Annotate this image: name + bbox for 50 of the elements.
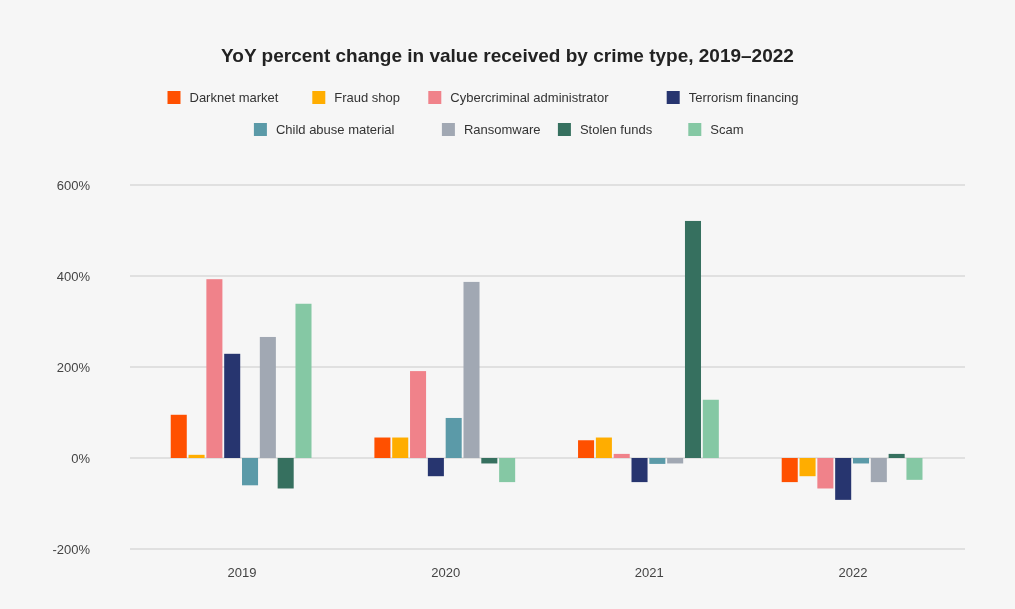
bar	[799, 458, 816, 477]
bar	[481, 458, 498, 464]
bar	[445, 417, 462, 458]
bar	[259, 336, 276, 458]
chart-title: YoY percent change in value received by crime type, 2019–2022	[221, 45, 794, 66]
bar	[206, 279, 223, 458]
bar	[595, 437, 612, 458]
y-tick-label: 200%	[56, 359, 91, 375]
legend-label: Cybercriminal administrator	[450, 90, 610, 105]
bar	[277, 458, 294, 489]
y-tick-label: 600%	[56, 177, 91, 193]
legend-label: Fraud shop	[334, 90, 401, 105]
legend-label: Darknet market	[189, 90, 279, 105]
legend-label: Terrorism financing	[688, 90, 799, 105]
legend-label: Scam	[710, 122, 744, 137]
bar	[631, 458, 648, 483]
bar	[578, 440, 595, 458]
bar	[906, 458, 923, 480]
legend-label: Stolen funds	[579, 122, 653, 137]
bar	[684, 220, 702, 458]
x-tick-label: 2021	[634, 565, 664, 580]
bar	[870, 458, 887, 483]
x-tick-label: 2020	[431, 565, 461, 580]
bar	[649, 458, 666, 464]
y-tick-label: -200%	[52, 541, 91, 557]
bar	[224, 353, 241, 458]
bar	[888, 453, 905, 458]
x-tick-label: 2019	[227, 565, 257, 580]
y-tick-label: 400%	[56, 268, 91, 284]
bar	[392, 437, 409, 458]
bar	[781, 458, 798, 483]
bar	[295, 303, 312, 458]
bar	[702, 399, 719, 458]
bar	[852, 458, 870, 464]
legend-label: Ransomware	[463, 122, 541, 137]
x-tick-label: 2022	[838, 565, 868, 580]
bar	[410, 371, 427, 458]
bar	[613, 453, 630, 458]
y-tick-label: 0%	[71, 450, 91, 466]
bar	[667, 458, 684, 464]
bar	[427, 458, 444, 477]
bar	[817, 458, 834, 489]
bar	[188, 454, 205, 458]
legend-label: Child abuse material	[275, 122, 395, 137]
bar	[835, 458, 852, 500]
bar	[463, 281, 480, 458]
bar	[242, 458, 259, 486]
bar	[499, 458, 516, 483]
bar	[374, 437, 391, 458]
bar	[170, 414, 187, 458]
